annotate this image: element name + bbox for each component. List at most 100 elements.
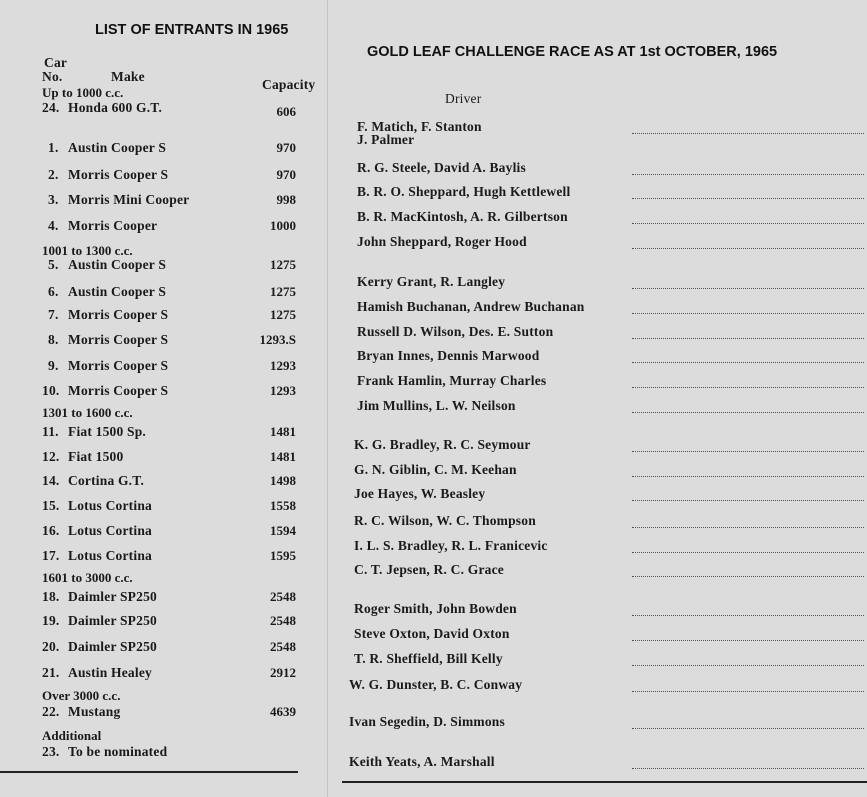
car-make: Morris Cooper S (68, 332, 169, 347)
car-number: 21. (42, 665, 60, 680)
car-capacity: 1293 (270, 358, 296, 373)
driver-names: Frank Hamlin, Murray Charles (357, 373, 547, 388)
driver-names: B. R. MacKintosh, A. R. Gilbertson (357, 209, 568, 224)
driver-names: Steve Oxton, David Oxton (354, 626, 510, 641)
car-number: 11. (42, 424, 59, 439)
car-make: Morris Mini Cooper (68, 192, 190, 207)
car-number: 20. (42, 639, 60, 654)
car-make: Morris Cooper S (68, 167, 169, 182)
car-number: 1. (48, 140, 59, 155)
driver-names: G. N. Giblin, C. M. Keehan (354, 462, 517, 477)
car-capacity: 1481 (270, 424, 296, 439)
entry-dotted-line (632, 387, 864, 388)
car-make: Daimler SP250 (68, 613, 157, 628)
car-make: Cortina G.T. (68, 473, 145, 488)
entry-dotted-line (632, 500, 864, 501)
entrants-title: LIST OF ENTRANTS IN 1965 (95, 22, 289, 38)
car-make: Lotus Cortina (68, 523, 152, 538)
car-make: Morris Cooper (68, 218, 158, 233)
entry-dotted-line (632, 527, 864, 528)
car-capacity: 1000 (270, 218, 296, 233)
car-capacity: 970 (276, 167, 297, 182)
entry-dotted-line (632, 223, 864, 224)
entry-dotted-line (632, 248, 864, 249)
car-capacity: 970 (276, 140, 297, 155)
car-make: Morris Cooper S (68, 383, 169, 398)
car-capacity: 2548 (270, 613, 296, 628)
section-heading: 1301 to 1600 c.c. (42, 405, 133, 420)
entry-dotted-line (632, 728, 864, 729)
car-number: 10. (42, 383, 60, 398)
entry-dotted-line (632, 451, 864, 452)
car-number: 6. (48, 284, 59, 299)
header-no: No. (42, 69, 63, 84)
car-capacity: 2548 (270, 589, 296, 604)
car-number: 3. (48, 192, 59, 207)
car-capacity: 1293 (270, 383, 296, 398)
entry-dotted-line (632, 691, 864, 692)
entry-dotted-line (632, 615, 864, 616)
car-make: Austin Cooper S (68, 140, 167, 155)
car-number: 5. (48, 257, 59, 272)
car-number: 16. (42, 523, 60, 538)
entry-dotted-line (632, 338, 864, 339)
header-make: Make (111, 69, 145, 84)
section-heading: Additional (42, 728, 102, 743)
car-make: Fiat 1500 Sp. (68, 424, 146, 439)
car-number: 4. (48, 218, 59, 233)
driver-names: B. R. O. Sheppard, Hugh Kettlewell (357, 184, 571, 199)
car-number: 18. (42, 589, 60, 604)
entry-dotted-line (632, 198, 864, 199)
entry-dotted-line (632, 412, 864, 413)
car-capacity: 1595 (270, 548, 296, 563)
car-capacity: 1498 (270, 473, 296, 488)
entry-dotted-line (632, 313, 864, 314)
car-make: To be nominated (68, 744, 168, 759)
car-make: Fiat 1500 (68, 449, 124, 464)
car-make: Lotus Cortina (68, 498, 152, 513)
header-car: Car (44, 55, 68, 70)
driver-names: C. T. Jepsen, R. C. Grace (354, 562, 504, 577)
car-make: Daimler SP250 (68, 589, 157, 604)
section-heading: 1001 to 1300 c.c. (42, 243, 133, 258)
car-number: 2. (48, 167, 59, 182)
car-capacity: 2912 (270, 665, 296, 680)
car-capacity: 606 (276, 104, 297, 119)
driver-names: Kerry Grant, R. Langley (357, 274, 506, 289)
driver-names: T. R. Sheffield, Bill Kelly (354, 651, 503, 666)
driver-names: Joe Hayes, W. Beasley (354, 486, 486, 501)
driver-names: Keith Yeats, A. Marshall (349, 754, 495, 769)
page-fold (327, 0, 328, 797)
car-capacity: 1275 (270, 307, 296, 322)
car-make: Austin Healey (68, 665, 152, 680)
car-capacity: 998 (276, 192, 297, 207)
car-capacity: 1275 (270, 257, 296, 272)
header-capacity: Capacity (262, 77, 316, 92)
driver-names: Hamish Buchanan, Andrew Buchanan (357, 299, 585, 314)
driver-names: Russell D. Wilson, Des. E. Sutton (357, 324, 554, 339)
driver-names: R. G. Steele, David A. Baylis (357, 160, 526, 175)
car-number: 9. (48, 358, 59, 373)
car-capacity: 2548 (270, 639, 296, 654)
car-make: Daimler SP250 (68, 639, 157, 654)
right-rule (342, 781, 867, 783)
entry-dotted-line (632, 288, 864, 289)
driver-names: K. G. Bradley, R. C. Seymour (354, 437, 531, 452)
race-title: GOLD LEAF CHALLENGE RACE AS AT 1st OCTOB… (367, 44, 778, 60)
driver-names: Roger Smith, John Bowden (354, 601, 517, 616)
driver-names: Bryan Innes, Dennis Marwood (357, 348, 540, 363)
driver-names: R. C. Wilson, W. C. Thompson (354, 513, 536, 528)
car-capacity: 1275 (270, 284, 296, 299)
section-heading: 1601 to 3000 c.c. (42, 570, 133, 585)
driver-names: J. Palmer (357, 132, 415, 147)
car-make: Morris Cooper S (68, 358, 169, 373)
driver-names: John Sheppard, Roger Hood (357, 234, 527, 249)
left-rule (0, 771, 298, 773)
entry-dotted-line (632, 665, 864, 666)
car-number: 24. (42, 100, 60, 115)
driver-names: W. G. Dunster, B. C. Conway (349, 677, 523, 692)
car-number: 22. (42, 704, 60, 719)
entry-dotted-line (632, 640, 864, 641)
car-make: Morris Cooper S (68, 307, 169, 322)
driver-header: Driver (445, 91, 482, 106)
